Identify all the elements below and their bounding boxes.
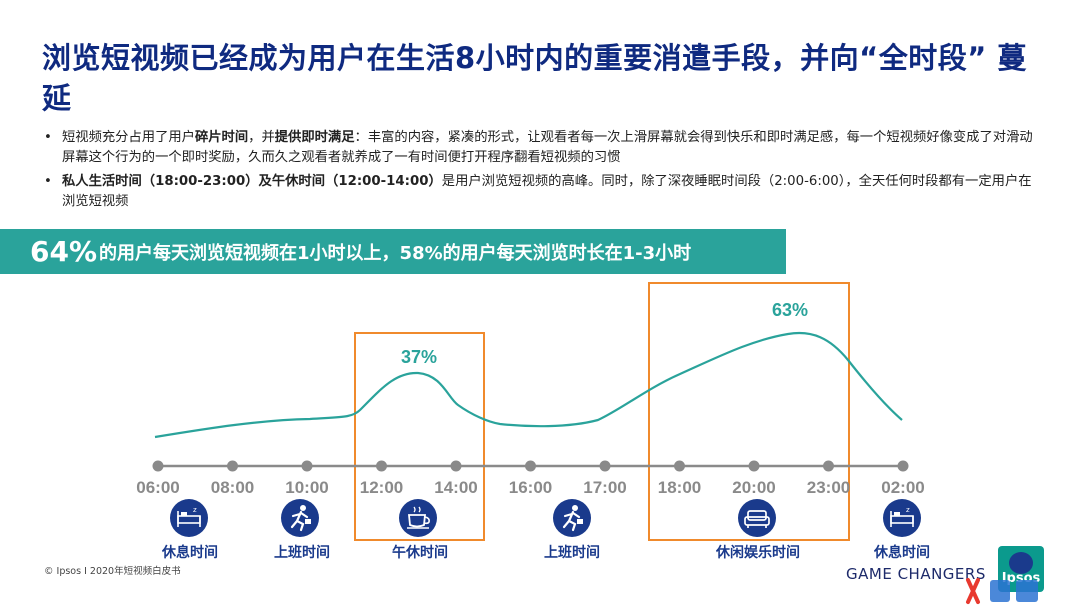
brand-tagline: GAME CHANGERS: [846, 565, 986, 583]
tick-label: 06:00: [136, 478, 179, 497]
timeline-tick: [152, 460, 164, 472]
timeline-tick: [748, 460, 760, 472]
timeline-tick: [823, 460, 834, 472]
usage-line-chart: 37% 63% 06:00 08:00 10:00 12:00 14:00 16:00 17…: [136, 282, 930, 561]
timeline-tick: [376, 460, 387, 472]
period-label: 休息时间: [873, 544, 930, 561]
banner-percent: 64%: [30, 235, 98, 268]
bed-icon: z: [883, 499, 921, 537]
peak-label-lunch: 37%: [401, 347, 437, 367]
bullet-segment: 短视频充分占用了用户: [62, 130, 195, 145]
page-title: 浏览短视频已经成为用户在生活8小时内的重要消遣手段，并向“全时段” 蔓延: [42, 41, 1027, 115]
highlight-box-lunch: [354, 332, 485, 541]
period-label: 休息时间: [161, 544, 218, 561]
timeline-tick: [897, 460, 909, 472]
banner-text: 的用户每天浏览短视频在1小时以上，58%的用户每天浏览时长在1-3小时: [99, 242, 692, 264]
highlight-banner: 64% 的用户每天浏览短视频在1小时以上，58%的用户每天浏览时长在1-3小时: [0, 229, 786, 274]
timeline-ticks: 06:00 08:00 10:00 12:00 14:00 16:00 17:00 18:00…: [136, 460, 925, 497]
logo-circle: [1009, 552, 1033, 574]
tick-label: 20:00: [732, 478, 775, 497]
bed-icon: z: [170, 499, 208, 537]
trend-line: [154, 332, 903, 439]
running-person-icon: [281, 499, 319, 537]
coffee-cup-icon: [399, 499, 437, 537]
bullet-item-1: • 短视频充分占用了用户碎片时间，并提供即时满足：丰富的内容，紧凑的形式，让观看者…: [44, 130, 1033, 165]
timeline-tick: [301, 460, 313, 472]
bullet-segment: 是用户浏览短视频的高峰。同时，除了深夜睡眠时间段（2:00-6:00），全天任何…: [62, 174, 1032, 209]
period-label: 休闲娱乐时间: [715, 544, 800, 561]
timeline-tick: [525, 460, 536, 472]
highlight-box-evening: [648, 282, 850, 541]
bullet-emphasis: 碎片时间: [194, 130, 249, 145]
tick-label: 23:00: [807, 478, 850, 497]
tick-label: 18:00: [658, 478, 701, 497]
tick-label: 17:00: [583, 478, 626, 497]
watermark-icon: [966, 578, 1038, 604]
timeline-tick: [674, 460, 685, 472]
peak-label-evening: 63%: [772, 300, 808, 320]
svg-text:z: z: [193, 506, 197, 514]
period-label: 上班时间: [274, 544, 330, 561]
bullet-text: 私人生活时间（18:00-23:00）及午休时间（12:00-14:00）是用户…: [62, 174, 1032, 209]
bullet-text: 短视频充分占用了用户碎片时间，并提供即时满足：丰富的内容，紧凑的形式，让观看者每…: [62, 130, 1033, 165]
svg-text:z: z: [906, 506, 910, 514]
bullet-list: • 短视频充分占用了用户碎片时间，并提供即时满足：丰富的内容，紧凑的形式，让观看者…: [44, 128, 1044, 216]
bullet-emphasis: 私人生活时间（18:00-23:00）及午休时间（12:00-14:00）: [62, 174, 442, 189]
tick-label: 14:00: [434, 478, 477, 497]
tick-label: 12:00: [360, 478, 403, 497]
tick-label: 08:00: [211, 478, 254, 497]
timeline-tick: [450, 460, 462, 472]
period-label: 上班时间: [544, 544, 600, 561]
tick-label: 10:00: [285, 478, 328, 497]
timeline-tick: [599, 460, 611, 472]
tick-label: 16:00: [509, 478, 552, 497]
period-label: 午休时间: [392, 544, 448, 561]
bullet-emphasis: 提供即时满足: [274, 130, 355, 145]
source-note: © Ipsos I 2020年短视频白皮书: [44, 566, 181, 577]
bullet-segment: ：丰富的内容，紧凑的形式，让观看者每一次上滑屏幕就会得到快乐和即时满足感，每一个…: [62, 130, 1033, 165]
running-person-icon: [553, 499, 591, 537]
bullet-segment: ，并: [248, 130, 275, 145]
bullet-item-2: • 私人生活时间（18:00-23:00）及午休时间（12:00-14:00）是用…: [44, 174, 1032, 209]
timeline-tick: [227, 460, 238, 472]
sofa-icon: [738, 499, 776, 537]
tick-label: 02:00: [881, 478, 924, 497]
